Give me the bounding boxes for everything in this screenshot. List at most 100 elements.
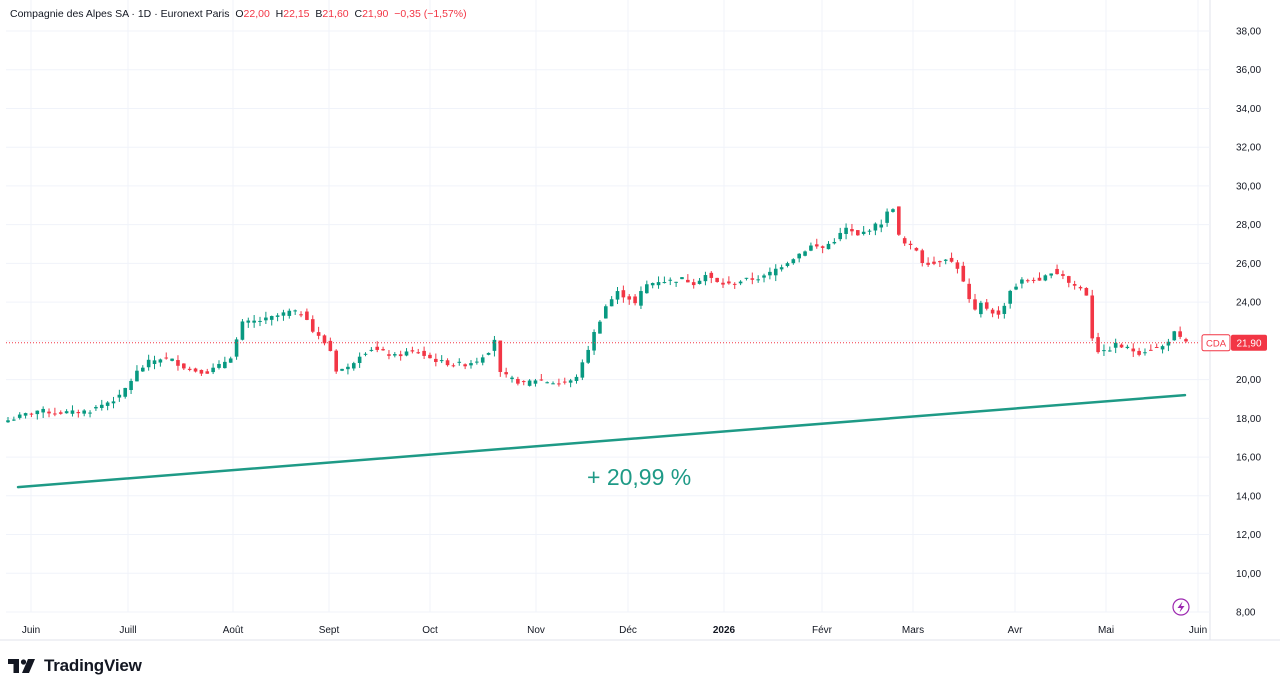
x-tick-label: Sept [319, 625, 340, 636]
candle [1002, 302, 1007, 319]
candle [1137, 347, 1141, 357]
candle [844, 223, 848, 240]
candle [768, 267, 772, 280]
candle [732, 282, 737, 289]
candle [334, 349, 338, 374]
candle [645, 280, 649, 294]
low-value: 21,60 [322, 8, 349, 20]
exchange: Euronext Paris [160, 8, 230, 20]
candle [1172, 330, 1177, 341]
candle [990, 307, 995, 318]
candle [240, 319, 245, 341]
candle [53, 407, 57, 417]
candle [404, 348, 409, 357]
candle [1084, 287, 1089, 296]
candle [35, 410, 40, 420]
candle [1102, 344, 1106, 356]
candle [703, 271, 708, 286]
symbol-header: Compagnie des Alpes SA · 1D · Euronext P… [10, 8, 467, 20]
y-tick-label: 28,00 [1236, 220, 1261, 231]
candle [668, 277, 673, 286]
lightning-icon[interactable] [1172, 598, 1190, 616]
candle [814, 238, 819, 249]
candle [539, 373, 544, 381]
candle [94, 405, 98, 411]
candle [803, 250, 807, 257]
candle [199, 369, 204, 376]
candle [135, 365, 139, 382]
candle [158, 358, 163, 367]
candle [562, 377, 567, 385]
candle [961, 261, 966, 283]
candle [164, 352, 169, 360]
candle [434, 353, 438, 367]
candle [949, 252, 954, 263]
x-tick-label: Juin [1189, 625, 1207, 636]
candle [258, 316, 262, 327]
candle [82, 409, 86, 417]
candle [1166, 338, 1171, 352]
candle [715, 277, 719, 283]
candle [856, 230, 860, 236]
candle [662, 276, 667, 284]
candle [592, 329, 596, 355]
candle [809, 242, 813, 252]
candle [393, 352, 397, 358]
price-axis[interactable]: 38,00 36,00 34,00 32,00 30,00 28,00 26,00 24,00… [1236, 27, 1261, 619]
candle [943, 259, 948, 265]
y-tick-label: 14,00 [1236, 491, 1261, 502]
candle [820, 245, 825, 254]
candle [615, 286, 620, 305]
candle [920, 248, 925, 267]
candle [211, 363, 215, 375]
candle [697, 277, 702, 285]
candle [1031, 277, 1036, 284]
y-tick-label: 26,00 [1236, 259, 1261, 270]
candle [182, 363, 186, 371]
interval[interactable]: 1D [137, 8, 152, 20]
candle [527, 379, 532, 387]
candle [785, 261, 790, 268]
candle [76, 409, 81, 418]
candle [908, 240, 913, 250]
y-tick-label: 34,00 [1236, 104, 1261, 115]
candle [398, 350, 403, 361]
candle [246, 317, 251, 328]
open-label: O [235, 8, 244, 20]
candle [914, 247, 919, 252]
candle [1131, 343, 1136, 357]
x-tick-label: Déc [619, 625, 637, 636]
candle [832, 238, 837, 245]
y-tick-label: 32,00 [1236, 143, 1261, 154]
trendline[interactable] [16, 393, 1187, 489]
candle [603, 304, 608, 319]
candle [480, 354, 485, 366]
trendline-segment[interactable] [16, 393, 1187, 489]
symbol-name[interactable]: Compagnie des Alpes SA [10, 8, 129, 20]
candle [234, 337, 239, 360]
candle [205, 368, 210, 374]
trend-percentage-label: + 20,99 % [587, 464, 691, 490]
high-value: 22,15 [283, 8, 310, 20]
x-tick-label: Mai [1098, 625, 1114, 636]
tradingview-logo[interactable]: TradingView [8, 656, 142, 676]
candle [105, 401, 110, 411]
time-axis[interactable]: Juin Juill Août Sept Oct Nov Déc 2026 Févr Mars Av… [22, 625, 1207, 636]
candle [756, 275, 760, 283]
candle [217, 360, 221, 370]
y-tick-label: 20,00 [1236, 375, 1261, 386]
candle [1020, 277, 1024, 289]
candle [463, 363, 467, 370]
candle [621, 285, 626, 303]
price-tag-text: 21,90 [1236, 338, 1261, 349]
candle [838, 227, 843, 242]
tradingview-logo-icon [8, 659, 35, 673]
x-tick-label: Oct [422, 625, 438, 636]
candle [117, 389, 122, 402]
candle [111, 396, 116, 409]
candle [938, 260, 942, 268]
candle [1049, 273, 1054, 279]
candle [639, 286, 643, 309]
high-label: H [275, 8, 284, 20]
